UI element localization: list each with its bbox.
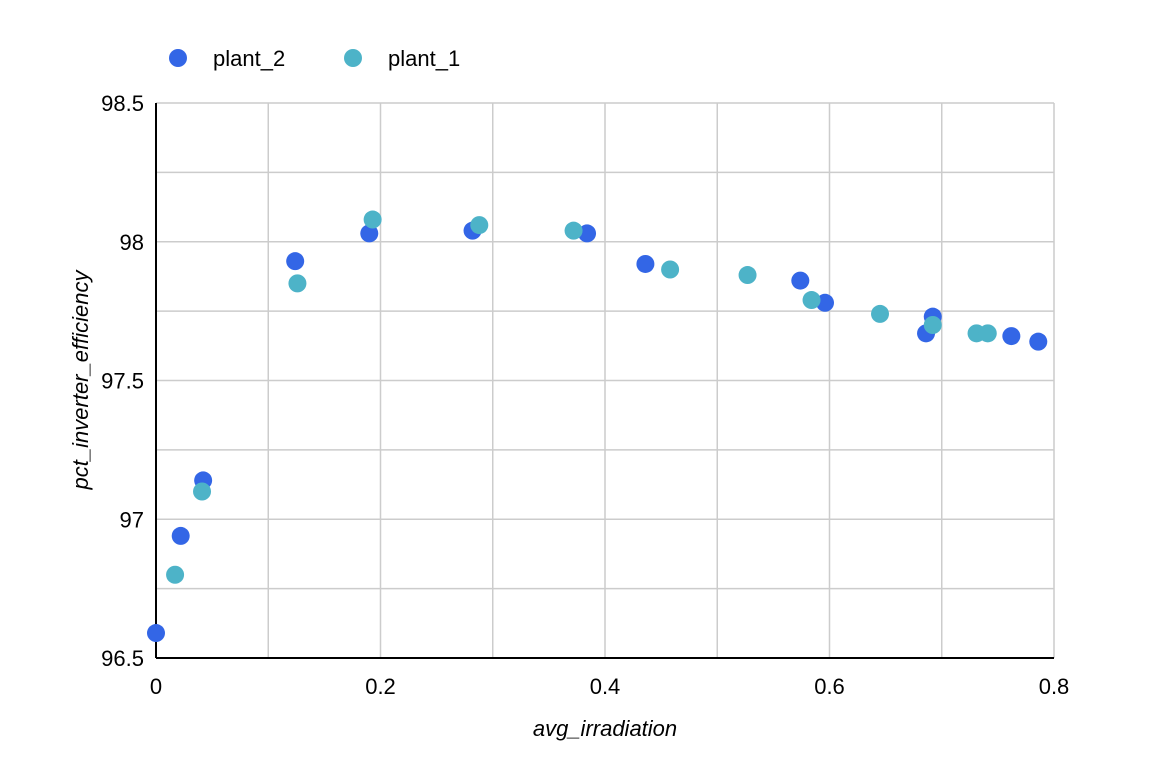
- data-point: [363, 210, 382, 229]
- legend-item: plant_2: [169, 46, 285, 71]
- x-tick-label: 0.6: [814, 674, 845, 699]
- data-point: [564, 221, 583, 240]
- data-point: [286, 252, 305, 271]
- data-point: [791, 271, 810, 290]
- y-tick-label: 98: [120, 230, 144, 255]
- data-point: [636, 254, 655, 273]
- data-point: [661, 260, 680, 279]
- y-tick-label: 98.5: [101, 91, 144, 116]
- data-point: [193, 482, 212, 501]
- legend-marker: [344, 49, 362, 67]
- x-tick-label: 0.4: [590, 674, 621, 699]
- data-point: [738, 266, 757, 285]
- x-tick-label: 0.8: [1039, 674, 1070, 699]
- data-point: [147, 624, 165, 643]
- legend-label: plant_1: [388, 46, 460, 71]
- y-tick-label: 97.5: [101, 369, 144, 394]
- legend-item: plant_1: [344, 46, 460, 71]
- tick-labels: 0 0.2 0.4 0.6 0.8 96.5 97 97.5 98 98.5: [101, 91, 1069, 699]
- y-tick-label: 96.5: [101, 646, 144, 671]
- grid-lines: [156, 102, 1055, 658]
- data-point: [288, 274, 307, 293]
- data-point: [802, 291, 821, 310]
- data-point: [816, 293, 835, 312]
- series-plant_1: [166, 210, 997, 584]
- legend-label: plant_2: [213, 46, 285, 71]
- data-point: [470, 216, 489, 235]
- x-axis-title: avg_irradiation: [533, 716, 677, 741]
- x-tick-label: 0.2: [365, 674, 396, 699]
- data-point: [978, 324, 997, 343]
- data-point: [360, 224, 379, 243]
- y-axis-title: pct_inverter_efficiency: [68, 269, 93, 491]
- x-tick-label: 0: [150, 674, 162, 699]
- axes: [155, 103, 1054, 659]
- data-point: [166, 565, 185, 584]
- y-tick-label: 97: [120, 507, 144, 532]
- data-point: [1029, 332, 1048, 351]
- data-points: [147, 210, 1048, 643]
- legend: plant_2 plant_1: [169, 46, 460, 71]
- data-point: [923, 316, 942, 334]
- legend-marker: [169, 49, 187, 67]
- series-plant_2: [147, 221, 1048, 643]
- data-point: [871, 304, 890, 323]
- data-point: [578, 224, 597, 243]
- data-point: [171, 526, 190, 545]
- data-point: [1002, 327, 1021, 346]
